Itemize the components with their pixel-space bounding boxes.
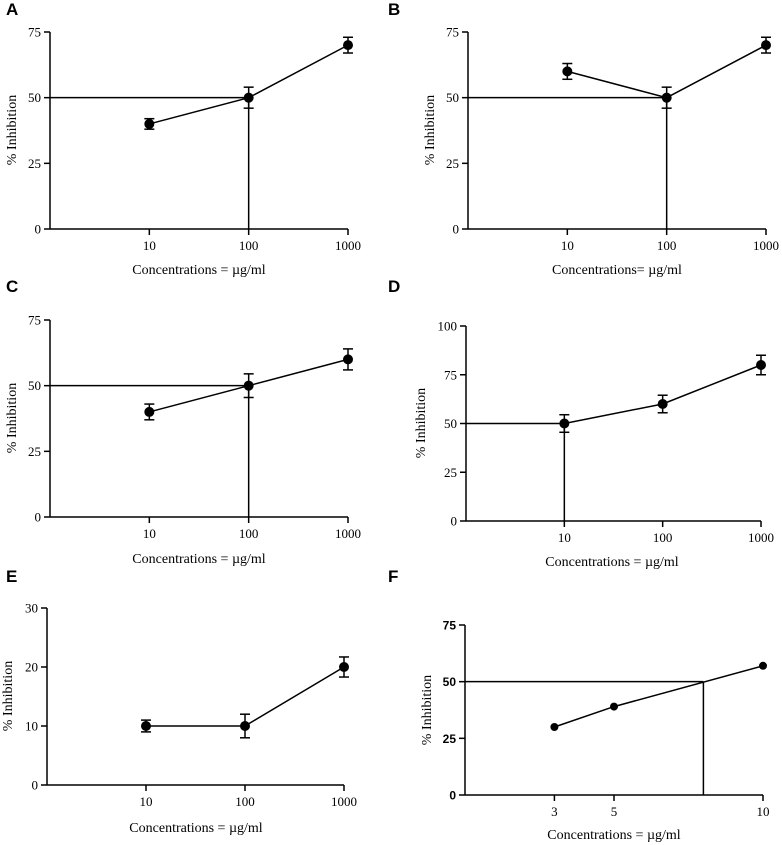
x-axis-title: Concentrations = µg/ml [132, 263, 266, 278]
y-tick-label: 0 [32, 778, 39, 793]
x-axis-title: Concentrations = µg/ml [547, 828, 681, 843]
y-tick-label: 25 [444, 465, 457, 480]
x-axis-title: Concentrations = µg/ml [545, 555, 679, 570]
y-tick-label: 100 [438, 319, 458, 334]
x-tick-label: 100 [239, 526, 259, 541]
x-tick-label: 10 [143, 238, 156, 253]
data-point [761, 40, 771, 51]
data-point [550, 723, 559, 731]
x-tick-label: 100 [235, 794, 255, 809]
panel-letter: D [388, 277, 400, 296]
x-tick-label: 100 [239, 238, 259, 253]
panel-letter: F [388, 567, 398, 586]
x-tick-label: 1000 [753, 238, 779, 253]
x-tick-label: 10 [143, 526, 156, 541]
y-tick-label: 0 [35, 510, 42, 525]
data-point [559, 418, 570, 429]
y-tick-label: 20 [25, 660, 38, 675]
y-axis-title: % Inhibition [5, 383, 20, 453]
y-tick-label: 25 [28, 156, 41, 171]
chart-panel-e: E 0 10 20 30 10 100 1000 Concentrations = µg/ml%… [1, 567, 357, 836]
chart-panel-c: C 0 25 50 75 10 100 1000 Concentrations = µg/ml%… [5, 277, 361, 567]
panel-letter: C [6, 277, 18, 296]
y-tick-label: 30 [25, 601, 38, 616]
data-point [610, 702, 618, 711]
y-tick-label: 50 [444, 416, 457, 431]
x-tick-label: 10 [757, 804, 770, 819]
y-tick-label: 10 [25, 719, 38, 734]
data-point [243, 92, 254, 103]
data-point [343, 40, 353, 51]
data-point [343, 354, 353, 365]
x-tick-label: 100 [657, 238, 677, 253]
y-tick-label: 25 [28, 444, 41, 459]
y-tick-label: 50 [28, 378, 41, 393]
x-tick-label: 10 [558, 530, 571, 545]
y-tick-label: 50 [28, 90, 41, 105]
data-point [144, 118, 155, 129]
y-axis-title: % Inhibition [1, 661, 16, 731]
y-tick-label: 75 [446, 25, 459, 40]
data-point [657, 399, 668, 409]
y-tick-label: 0 [453, 222, 460, 237]
y-axis-title: % Inhibition [423, 95, 438, 165]
data-point [756, 360, 766, 370]
chart-panel-a: A 0 25 50 75 10 100 1000 Concentrations = µg/ml%… [5, 0, 361, 278]
x-tick-label: 1000 [331, 794, 357, 809]
panel-letter: E [6, 567, 17, 586]
chart-panel-f: F 0 25 50 75 3 5 10 Concentrations = µg/ml % Inhi… [388, 567, 770, 843]
data-point [144, 406, 155, 417]
x-tick-label: 1000 [748, 530, 774, 545]
chart-panel-b: B 0 25 50 75 10 100 1000 Concentrations= µg/ml % … [388, 0, 779, 278]
y-axis-title: % Inhibition [414, 388, 429, 458]
data-point [240, 721, 250, 731]
y-tick-label: 75 [28, 25, 41, 40]
x-axis-title: Concentrations= µg/ml [552, 263, 682, 278]
y-tick-label: 50 [446, 90, 459, 105]
y-tick-label: 50 [443, 675, 457, 689]
x-tick-label: 1000 [335, 526, 361, 541]
x-tick-label: 1000 [335, 238, 361, 253]
panel-letter: A [6, 0, 18, 19]
x-tick-label: 10 [140, 794, 153, 809]
x-tick-label: 5 [611, 804, 618, 819]
data-point [339, 662, 349, 672]
y-tick-label: 0 [449, 789, 456, 803]
chart-panel-d: D 0 25 50 75 100 10 100 1000 Concentrations = µg/… [388, 277, 774, 570]
y-tick-label: 25 [446, 156, 459, 171]
data-point [141, 721, 151, 731]
data-point [562, 66, 573, 77]
data-point [759, 661, 767, 670]
data-point [243, 380, 254, 391]
series-line [554, 665, 764, 728]
y-tick-label: 75 [28, 313, 41, 328]
x-tick-label: 3 [551, 804, 558, 819]
x-tick-label: 10 [561, 238, 574, 253]
x-axis-title: Concentrations = µg/ml [132, 552, 266, 567]
y-tick-label: 75 [444, 367, 457, 382]
y-tick-label: 75 [443, 619, 457, 633]
data-point [661, 92, 672, 103]
x-tick-label: 100 [653, 530, 673, 545]
y-tick-label: 0 [35, 222, 42, 237]
y-axis-title: % Inhibition [5, 95, 20, 165]
y-tick-label: 0 [451, 514, 458, 529]
series-line [564, 364, 762, 425]
x-axis-title: Concentrations = µg/ml [129, 821, 263, 836]
panel-letter: B [388, 0, 400, 19]
y-tick-label: 25 [443, 732, 457, 746]
y-axis-title: % Inhibition [420, 675, 435, 745]
